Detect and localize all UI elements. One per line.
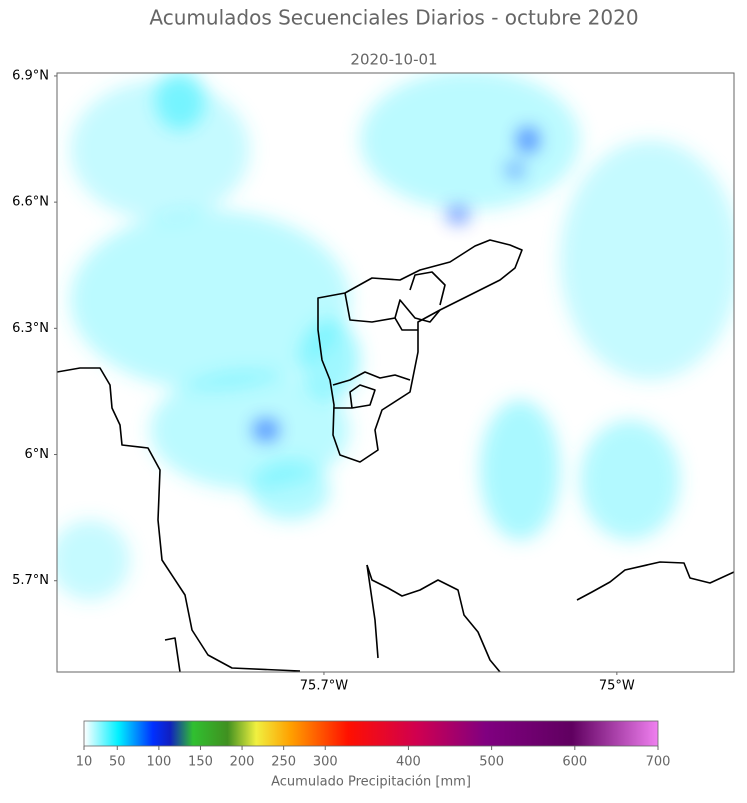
colorbar-tick-label: 50 xyxy=(109,755,126,770)
colorbar-tick-label: 300 xyxy=(313,755,338,770)
colorbar-tick-label: 700 xyxy=(646,755,671,770)
subtitle: 2020-10-01 xyxy=(350,51,437,69)
map-frame xyxy=(56,72,735,673)
y-tick-label: 6°N xyxy=(25,447,50,462)
y-tick-label: 6.6°N xyxy=(12,195,49,210)
colorbar-tick-label: 600 xyxy=(562,755,587,770)
x-tick-label: 75.7°W xyxy=(300,679,348,694)
colorbar-tick-label: 500 xyxy=(479,755,504,770)
colorbar-tick-label: 400 xyxy=(396,755,421,770)
colorbar-tick-label: 150 xyxy=(188,755,213,770)
precipitation-field xyxy=(57,73,734,600)
y-tick-label: 5.7°N xyxy=(12,573,49,588)
colorbar-tick-label: 250 xyxy=(271,755,296,770)
x-tick-label: 75°W xyxy=(599,679,635,694)
colorbar-label: Acumulado Precipitación [mm] xyxy=(271,775,471,790)
colorbar-tick-label: 10 xyxy=(76,755,93,770)
title: Acumulados Secuenciales Diarios - octubr… xyxy=(149,6,638,30)
borders xyxy=(57,239,734,672)
colorbar-tick-label: 100 xyxy=(146,755,171,770)
y-tick-label: 6.9°N xyxy=(12,68,49,83)
y-tick-label: 6.3°N xyxy=(12,321,49,336)
colorbar-tick-label: 200 xyxy=(230,755,255,770)
colorbar xyxy=(83,720,659,747)
